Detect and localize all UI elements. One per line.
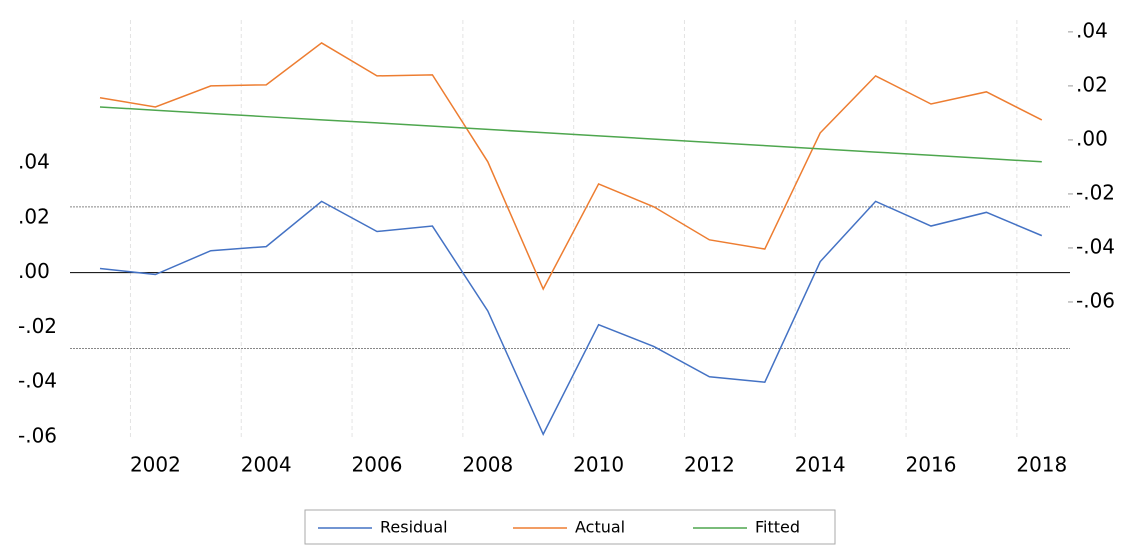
series-line [99, 200, 1043, 437]
legend-label: Fitted [755, 518, 800, 537]
y2-tick-label: .02 [1076, 72, 1108, 96]
x-tick-label: 2006 [352, 453, 403, 477]
x-tick-label: 2018 [1016, 453, 1067, 477]
x-tick-label: 2008 [462, 453, 513, 477]
y-tick-label: -.02 [18, 314, 57, 338]
y-tick-label: .04 [18, 150, 50, 174]
x-tick-label: 2010 [573, 453, 624, 477]
series-line [99, 42, 1043, 291]
series-line [99, 106, 1042, 163]
y-tick-label: -.04 [18, 369, 57, 393]
x-tick-label: 2002 [130, 453, 181, 477]
legend-label: Actual [575, 518, 625, 537]
legend: Residual Actual Fitted [304, 509, 836, 545]
legend-box [304, 509, 836, 545]
y2-tick-label: .00 [1076, 126, 1108, 150]
y-tick-label: .00 [18, 259, 50, 283]
y2-tick-label: -.04 [1076, 234, 1115, 258]
y2-tick-label: .04 [1076, 18, 1108, 42]
y-tick-label: -.06 [18, 424, 57, 448]
y-tick-label: .02 [18, 204, 50, 228]
legend-label: Residual [380, 518, 448, 537]
x-tick-label: 2014 [795, 453, 846, 477]
y2-tick-label: -.02 [1076, 180, 1115, 204]
x-tick-label: 2016 [906, 453, 957, 477]
x-tick-label: 2012 [684, 453, 735, 477]
x-tick-label: 2004 [241, 453, 292, 477]
y2-tick-label: -.06 [1076, 288, 1115, 312]
